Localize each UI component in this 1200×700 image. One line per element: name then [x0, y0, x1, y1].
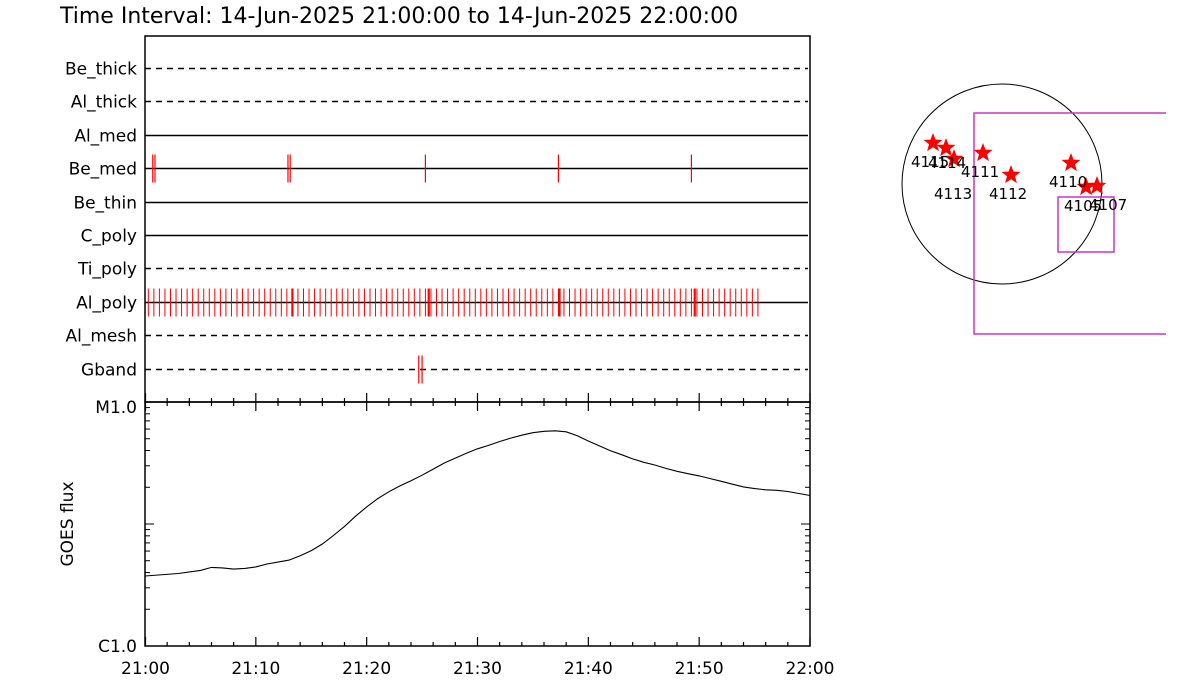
channel-label: Al_thick	[71, 93, 137, 113]
ar-star-4105	[1076, 177, 1096, 196]
channel-label: Gband	[81, 361, 137, 381]
ar-label: 4107	[1089, 196, 1127, 214]
channel-label: Be_thin	[73, 194, 137, 214]
field-of-view-box-large	[973, 112, 1166, 335]
x-tick-label: 21:50	[675, 659, 724, 679]
chart-title: Time Interval: 14-Jun-2025 21:00:00 to 1…	[59, 4, 738, 29]
ar-star-4110	[1061, 153, 1081, 172]
field-of-view-box-small	[1057, 196, 1115, 253]
channel-label: Be_med	[69, 160, 137, 180]
channel-label: Al_mesh	[65, 327, 137, 347]
x-tick-label: 21:20	[342, 659, 391, 679]
ar-label: 4114	[928, 154, 966, 172]
channel-label: C_poly	[81, 227, 137, 247]
channel-label: Al_poly	[76, 294, 137, 314]
x-axis-ticks: 21:00 21:10 21:20 21:30 21:40 21:50 22:00	[121, 393, 835, 679]
y-tick-label-bottom: C1.0	[98, 637, 137, 657]
ar-star-4107	[1087, 176, 1107, 195]
ar-label: 4113	[934, 185, 972, 203]
timeline-panel: Be_thick Al_thick Al_med Be_med Be_thin C_pol…	[65, 60, 808, 384]
goes-panel-frame	[144, 401, 811, 647]
ar-label: 4111	[961, 163, 999, 181]
channel-label: Al_med	[74, 127, 137, 147]
channel-label: Be_thick	[65, 60, 137, 80]
ar-star-4111	[973, 143, 993, 162]
ar-star-4115	[923, 133, 943, 152]
ar-star-4112	[1001, 165, 1021, 184]
ar-label: 4112	[989, 185, 1027, 203]
x-tick-label: 21:00	[121, 659, 170, 679]
y-axis-label: GOES flux	[58, 481, 78, 566]
ar-label: 4105	[1064, 197, 1102, 215]
timeline-panel-frame	[144, 35, 811, 403]
x-tick-label: 22:00	[786, 659, 835, 679]
ar-star-4113	[944, 149, 964, 168]
goes-flux-line	[144, 430, 811, 577]
channel-label: Ti_poly	[77, 260, 137, 280]
ar-label: 4115	[911, 153, 949, 171]
ar-star-4114	[936, 138, 956, 157]
x-tick-label: 21:30	[453, 659, 502, 679]
x-tick-label: 21:10	[231, 659, 280, 679]
x-tick-label: 21:40	[564, 659, 613, 679]
y-tick-label-top: M1.0	[95, 398, 137, 418]
goes-panel	[144, 401, 811, 610]
ar-label: 4110	[1049, 173, 1087, 191]
